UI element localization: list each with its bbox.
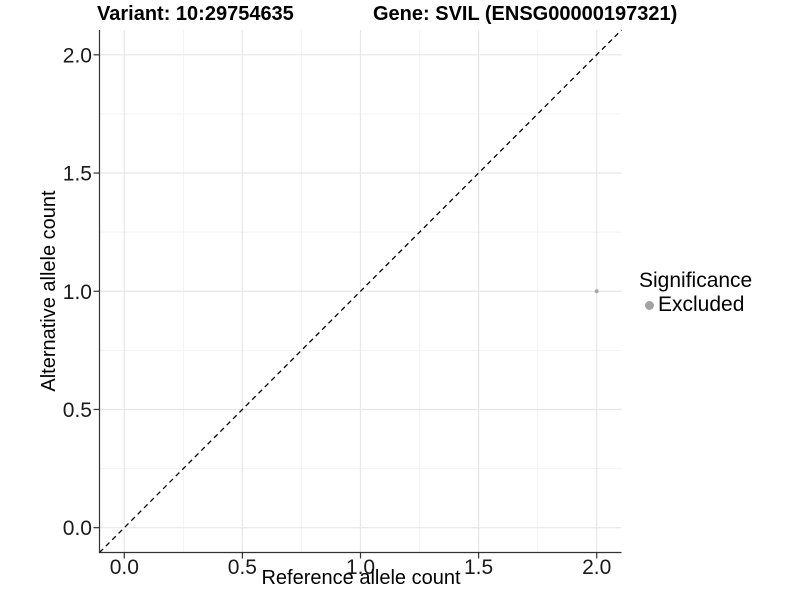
y-axis-title: Alternative allele count [38,190,60,392]
data-point [594,289,599,294]
x-tick-label: 0.0 [110,556,139,579]
legend: Significance Excluded [639,270,752,316]
x-tick-label: 1.5 [464,556,493,579]
y-tick-label: 1.0 [63,281,92,304]
legend-item-label: Excluded [658,293,745,316]
x-axis-title: Reference allele count [261,567,461,589]
legend-item-excluded: Excluded [639,294,752,316]
plot-title-variant: Variant: 10:29754635 [97,3,294,25]
identity-reference-line [99,29,622,553]
y-tick-label: 0.5 [63,399,92,422]
x-tick-label: 0.5 [228,556,257,579]
legend-key-dot-icon [645,300,654,310]
x-tick-label: 1.0 [346,556,375,579]
y-tick-label: 1.5 [63,163,92,186]
y-tick-label: 0.0 [63,517,92,540]
y-tick-label: 2.0 [63,44,92,67]
plot-title-gene: Gene: SVIL (ENSG00000197321) [373,3,678,25]
legend-title: Significance [639,269,753,292]
x-tick-label: 2.0 [582,556,611,579]
